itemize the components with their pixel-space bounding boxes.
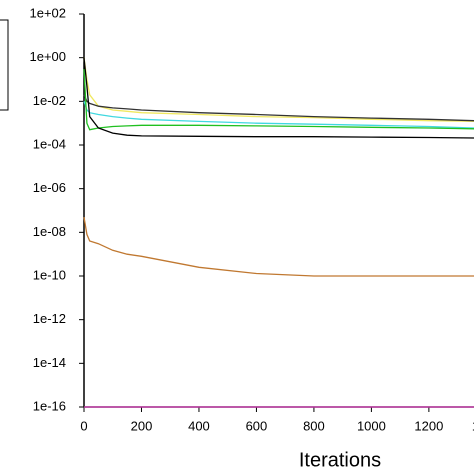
x-tick-label: 600 xyxy=(246,418,268,433)
series-line xyxy=(83,94,474,122)
x-tick-label: 1200 xyxy=(414,418,443,433)
y-tick-label: 1e-14 xyxy=(33,355,66,370)
x-tick-label: 0 xyxy=(80,418,87,433)
x-tick-label: 800 xyxy=(303,418,325,433)
y-tick-label: 1e-10 xyxy=(33,267,66,282)
y-tick-label: 1e-12 xyxy=(33,311,66,326)
legend-box-edge xyxy=(0,19,9,111)
y-tick-label: 1e-04 xyxy=(33,136,66,151)
y-tick-label: 1e+00 xyxy=(29,49,66,64)
y-tick-label: 1e+02 xyxy=(29,5,66,20)
y-tick-label: 1e-08 xyxy=(33,224,66,239)
y-tick-label: 1e-06 xyxy=(33,180,66,195)
series-line xyxy=(83,69,474,131)
x-axis-label: Iterations xyxy=(299,449,381,471)
series-line xyxy=(83,101,474,129)
y-tick-label: 1e-02 xyxy=(33,93,66,108)
x-tick-label: 200 xyxy=(131,418,153,433)
series-line xyxy=(83,57,474,123)
x-tick-label: 1400 xyxy=(472,418,474,433)
x-tick-label: 400 xyxy=(188,418,210,433)
series-line xyxy=(83,216,474,277)
series-line xyxy=(83,57,474,139)
y-tick-label: 1e-16 xyxy=(33,398,66,413)
x-tick-label: 1000 xyxy=(357,418,386,433)
